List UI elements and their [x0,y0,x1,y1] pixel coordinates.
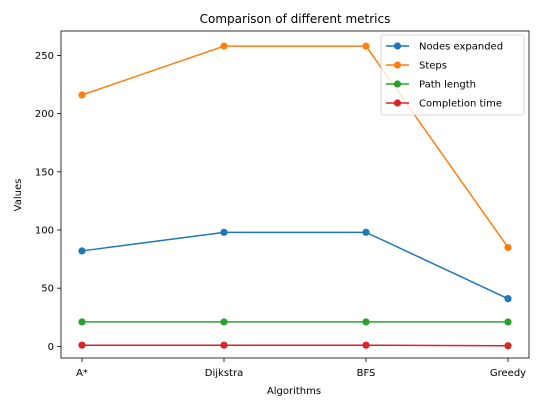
series-nodes-expanded [78,228,512,303]
series-path-length [78,318,512,326]
data-point-nodes-expanded [220,228,228,236]
data-point-steps [504,243,512,252]
data-point-steps [78,91,86,99]
x-tick-label: BFS [357,368,376,379]
y-tick-label: 100 [35,225,54,236]
series-line-completion-time [82,344,509,347]
legend-marker-path-length [393,80,402,88]
series-completion-time [78,341,512,350]
legend: Nodes expanded Steps Path length Completion… [380,34,525,116]
data-point-nodes-expanded [78,247,86,255]
y-axis-label: Values [13,179,24,212]
series-layer [78,42,512,350]
legend-label-path-length: Path length [419,80,476,91]
legend-marker-nodes-expanded [393,42,402,50]
legend-label-nodes-expanded: Nodes expanded [419,42,503,53]
data-point-completion-time [504,342,512,350]
x-tick-label: A* [76,368,88,379]
series-line-steps [81,45,509,248]
legend-label-steps: Steps [419,61,447,72]
legend-label-completion-time: Completion time [419,99,502,110]
series-line-nodes-expanded [81,231,509,300]
legend-marker-completion-time [393,99,402,107]
data-point-steps [362,42,370,50]
x-tick-label: Dijkstra [205,368,243,379]
y-axis: 0 50 100 150 200 250 [35,51,61,353]
y-tick-label: 50 [41,284,54,295]
data-point-completion-time [220,341,228,349]
data-point-nodes-expanded [504,295,512,303]
legend-frame [380,34,525,116]
chart-title: Comparison of different metrics [200,12,391,26]
data-point-path-length [362,318,370,326]
x-axis-label: Algorithms [267,386,321,397]
data-point-path-length [504,318,512,326]
data-point-path-length [220,318,228,326]
x-tick-label: Greedy [490,368,526,379]
data-point-path-length [78,318,86,326]
legend-marker-steps [393,61,402,69]
y-tick-label: 200 [35,109,54,120]
y-tick-label: 150 [35,167,54,178]
y-tick-label: 250 [35,51,54,62]
x-axis: A* Dijkstra BFS Greedy [76,358,526,379]
data-point-completion-time [78,341,86,349]
data-point-completion-time [362,341,370,349]
data-point-steps [220,42,228,50]
plot-area-frame [60,30,530,359]
data-point-nodes-expanded [362,228,370,236]
series-steps [78,42,512,252]
y-tick-label: 0 [48,342,54,353]
